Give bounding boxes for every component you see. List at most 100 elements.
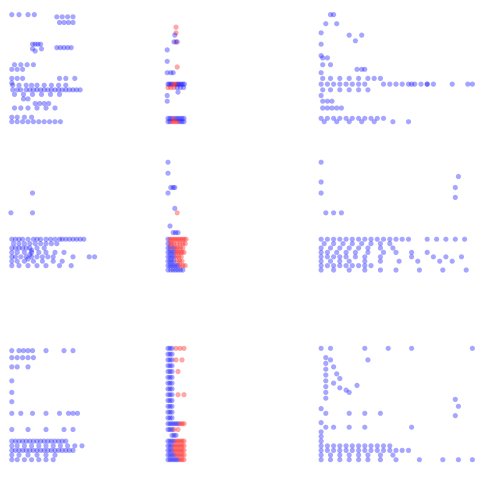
point-p5-93 xyxy=(440,267,445,272)
point-p5-10 xyxy=(325,237,330,242)
point-p8-14 xyxy=(328,357,333,362)
point-p6-57 xyxy=(72,443,77,448)
point-p8-21 xyxy=(347,390,352,395)
point-p6-1 xyxy=(16,348,21,353)
point-p2-52 xyxy=(339,105,344,110)
point-p2-10 xyxy=(328,62,333,67)
panel-r1-c2 xyxy=(319,160,469,273)
point-p0-1 xyxy=(16,12,21,17)
point-p0-57 xyxy=(29,83,34,88)
point-p2-22 xyxy=(319,82,324,87)
point-p2-73 xyxy=(319,53,324,58)
point-p8-41 xyxy=(350,443,355,448)
point-p0-54 xyxy=(10,83,15,88)
point-p8-55 xyxy=(362,448,367,453)
point-p0-83 xyxy=(31,119,36,124)
point-p0-30 xyxy=(20,67,25,72)
point-p8-24 xyxy=(453,397,458,402)
point-p2-13 xyxy=(362,67,367,72)
point-p5-3 xyxy=(456,174,461,179)
point-p2-49 xyxy=(325,105,330,110)
point-p8-6 xyxy=(323,355,328,360)
point-p6-47 xyxy=(63,439,68,444)
point-p4-1 xyxy=(165,171,170,176)
point-p0-72 xyxy=(34,105,39,110)
point-p1-46 xyxy=(181,116,186,121)
point-p2-65 xyxy=(334,119,339,124)
point-p2-21 xyxy=(378,76,383,81)
point-p8-17 xyxy=(337,376,342,381)
point-p7-5 xyxy=(181,346,186,351)
point-p5-47 xyxy=(334,250,339,255)
point-p6-20 xyxy=(18,411,23,416)
point-p6-6 xyxy=(61,348,66,353)
point-p6-22 xyxy=(43,411,48,416)
point-p8-87 xyxy=(319,406,324,411)
point-p2-23 xyxy=(325,82,330,87)
point-p7-12 xyxy=(173,357,178,362)
point-p6-76 xyxy=(70,448,75,453)
point-p2-78 xyxy=(450,82,455,87)
point-p6-12 xyxy=(31,355,36,360)
point-p2-45 xyxy=(320,99,325,104)
point-p2-29 xyxy=(362,82,367,87)
point-p5-18 xyxy=(375,237,380,242)
point-p0-35 xyxy=(10,87,15,92)
point-p5-56 xyxy=(325,254,330,259)
point-p5-40 xyxy=(347,245,352,250)
point-p5-75 xyxy=(437,259,442,264)
point-p2-38 xyxy=(431,82,436,87)
point-p8-18 xyxy=(331,381,336,386)
point-p8-74 xyxy=(347,457,352,462)
point-p5-70 xyxy=(347,259,352,264)
point-p1-48 xyxy=(171,70,176,75)
point-p0-23 xyxy=(69,45,74,50)
point-p8-49 xyxy=(325,448,330,453)
point-p2-2 xyxy=(323,21,328,26)
point-p0-3 xyxy=(32,12,37,17)
point-p3-56 xyxy=(70,254,75,259)
point-p6-4 xyxy=(30,348,35,353)
point-p5-63 xyxy=(409,254,414,259)
point-p6-25 xyxy=(70,411,75,416)
point-p2-70 xyxy=(406,119,411,124)
point-p0-28 xyxy=(9,67,14,72)
point-p5-8 xyxy=(339,210,344,215)
point-p4-71 xyxy=(180,267,185,272)
point-p6-83 xyxy=(9,457,14,462)
point-p8-84 xyxy=(319,434,324,439)
point-p0-68 xyxy=(57,92,62,97)
point-p0-91 xyxy=(22,115,27,120)
point-p0-6 xyxy=(66,20,71,25)
point-p8-68 xyxy=(365,452,370,457)
point-p8-60 xyxy=(393,448,398,453)
point-p7-52 xyxy=(181,421,186,426)
point-p5-24 xyxy=(425,237,430,242)
point-p4-32 xyxy=(180,245,185,250)
point-p5-83 xyxy=(356,263,361,268)
point-p3-67 xyxy=(16,263,21,268)
point-p8-61 xyxy=(400,448,405,453)
point-p2-69 xyxy=(390,119,395,124)
point-p5-59 xyxy=(344,254,349,259)
point-p5-85 xyxy=(368,263,373,268)
point-p8-2 xyxy=(362,346,367,351)
point-p7-60 xyxy=(169,427,174,432)
point-p0-93 xyxy=(21,96,26,101)
point-p8-57 xyxy=(375,448,380,453)
point-p7-63 xyxy=(173,433,178,438)
point-p2-32 xyxy=(393,82,398,87)
point-p0-55 xyxy=(16,83,21,88)
point-p0-32 xyxy=(15,76,20,81)
point-p6-50 xyxy=(22,443,27,448)
point-p0-87 xyxy=(52,119,57,124)
point-p5-6 xyxy=(323,210,328,215)
point-p0-53 xyxy=(78,87,83,92)
point-p5-26 xyxy=(443,237,448,242)
point-p6-88 xyxy=(43,457,48,462)
point-p0-82 xyxy=(25,119,30,124)
point-p0-85 xyxy=(42,119,47,124)
point-p2-51 xyxy=(334,105,339,110)
point-p5-4 xyxy=(453,185,458,190)
